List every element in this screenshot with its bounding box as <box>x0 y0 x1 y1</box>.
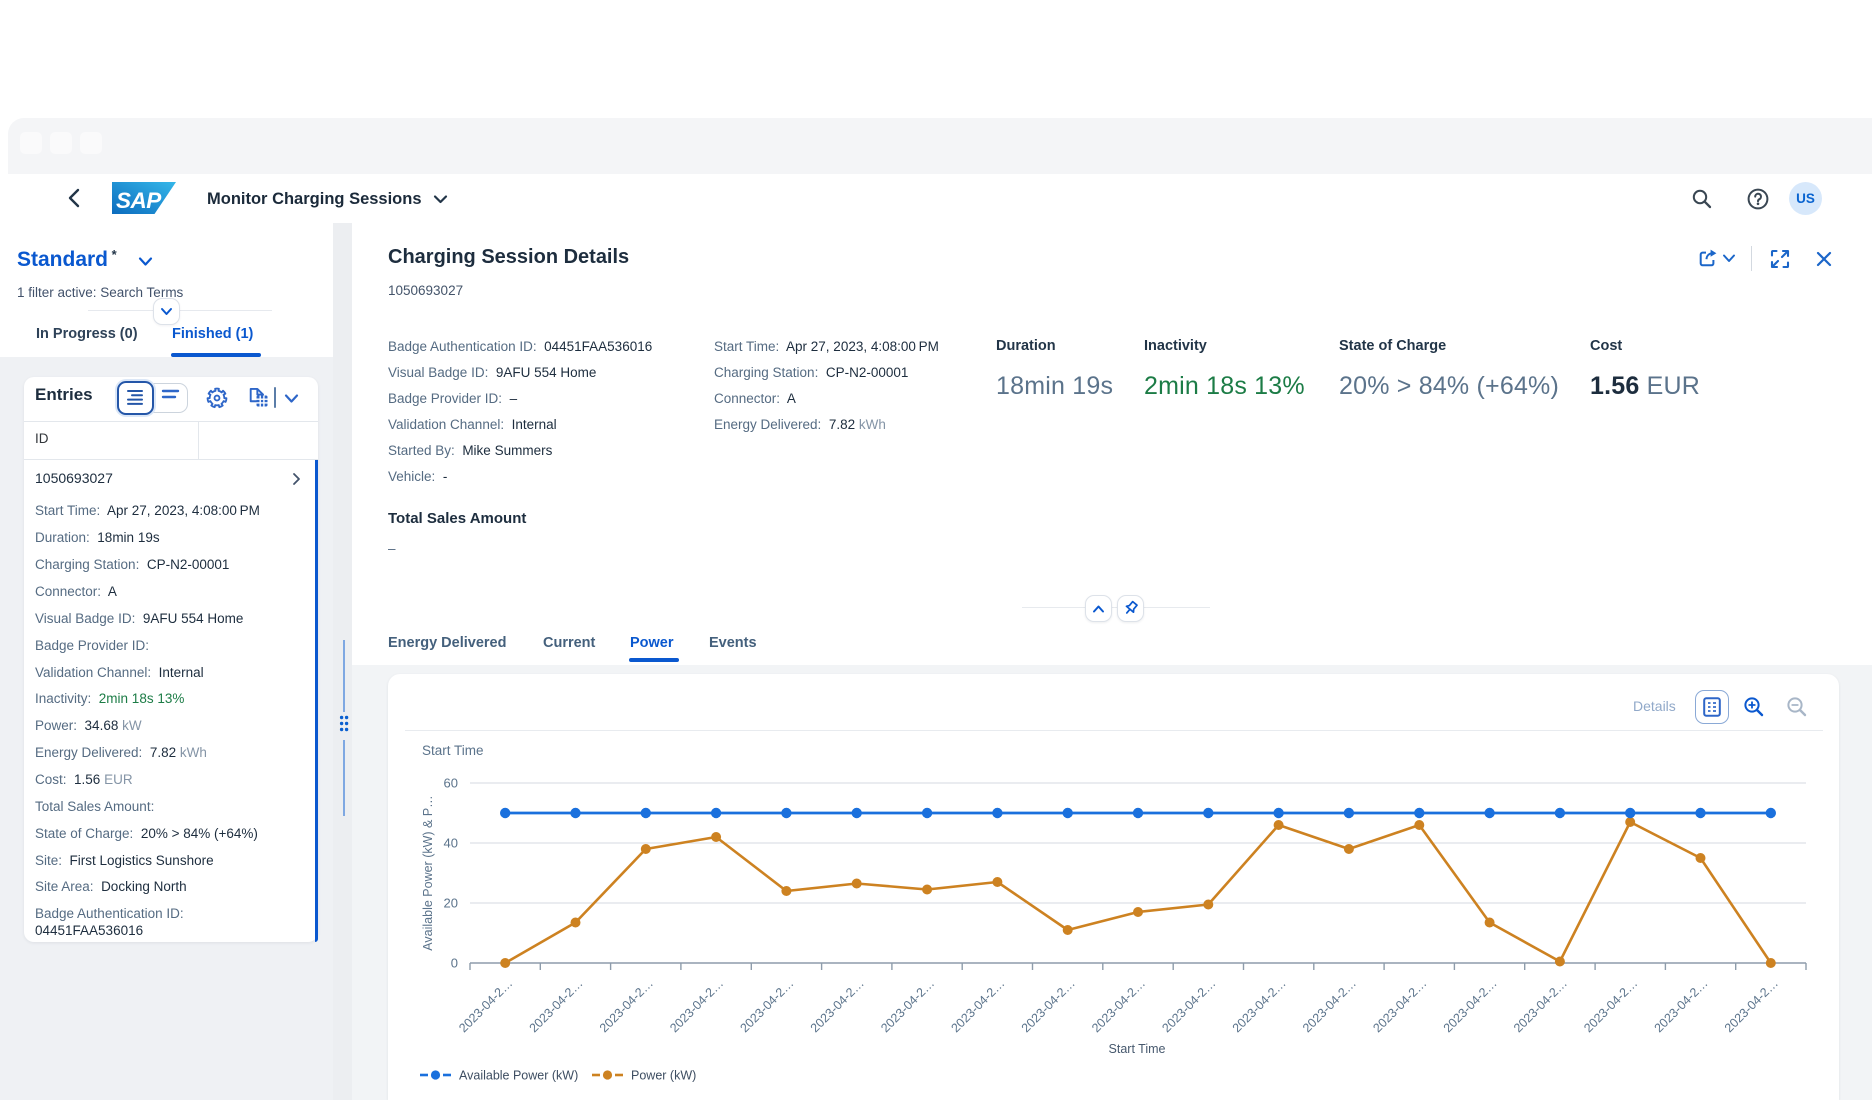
svg-text:60: 60 <box>444 776 458 791</box>
svg-text:2023-04-2…: 2023-04-2… <box>737 976 796 1035</box>
svg-text:2023-04-2…: 2023-04-2… <box>1441 976 1500 1035</box>
svg-text:2023-04-2…: 2023-04-2… <box>1159 976 1218 1035</box>
svg-text:2023-04-2…: 2023-04-2… <box>1511 976 1570 1035</box>
svg-text:20: 20 <box>444 896 458 911</box>
svg-text:2023-04-2…: 2023-04-2… <box>1230 976 1289 1035</box>
svg-text:2023-04-2…: 2023-04-2… <box>667 976 726 1035</box>
svg-text:SAP: SAP <box>116 188 162 213</box>
svg-text:2023-04-2…: 2023-04-2… <box>808 976 867 1035</box>
svg-text:2023-04-2…: 2023-04-2… <box>948 976 1007 1035</box>
svg-text:2023-04-2…: 2023-04-2… <box>527 976 586 1035</box>
svg-text:2023-04-2…: 2023-04-2… <box>1370 976 1429 1035</box>
svg-text:Available Power (kW) & P…: Available Power (kW) & P… <box>421 795 435 950</box>
svg-text:2023-04-2…: 2023-04-2… <box>1581 976 1640 1035</box>
svg-text:2023-04-2…: 2023-04-2… <box>1019 976 1078 1035</box>
svg-text:Power (kW): Power (kW) <box>631 1069 696 1083</box>
svg-text:40: 40 <box>444 836 458 851</box>
svg-text:2023-04-2…: 2023-04-2… <box>597 976 656 1035</box>
svg-text:0: 0 <box>451 956 458 971</box>
svg-text:Available Power (kW): Available Power (kW) <box>459 1069 578 1083</box>
svg-text:2023-04-2…: 2023-04-2… <box>1089 976 1148 1035</box>
svg-text:Start Time: Start Time <box>1109 1042 1166 1056</box>
svg-text:2023-04-2…: 2023-04-2… <box>1300 976 1359 1035</box>
svg-text:2023-04-2…: 2023-04-2… <box>1652 976 1711 1035</box>
svg-text:2023-04-2…: 2023-04-2… <box>456 976 515 1035</box>
svg-text:2023-04-2…: 2023-04-2… <box>878 976 937 1035</box>
svg-text:2023-04-2…: 2023-04-2… <box>1722 976 1781 1035</box>
